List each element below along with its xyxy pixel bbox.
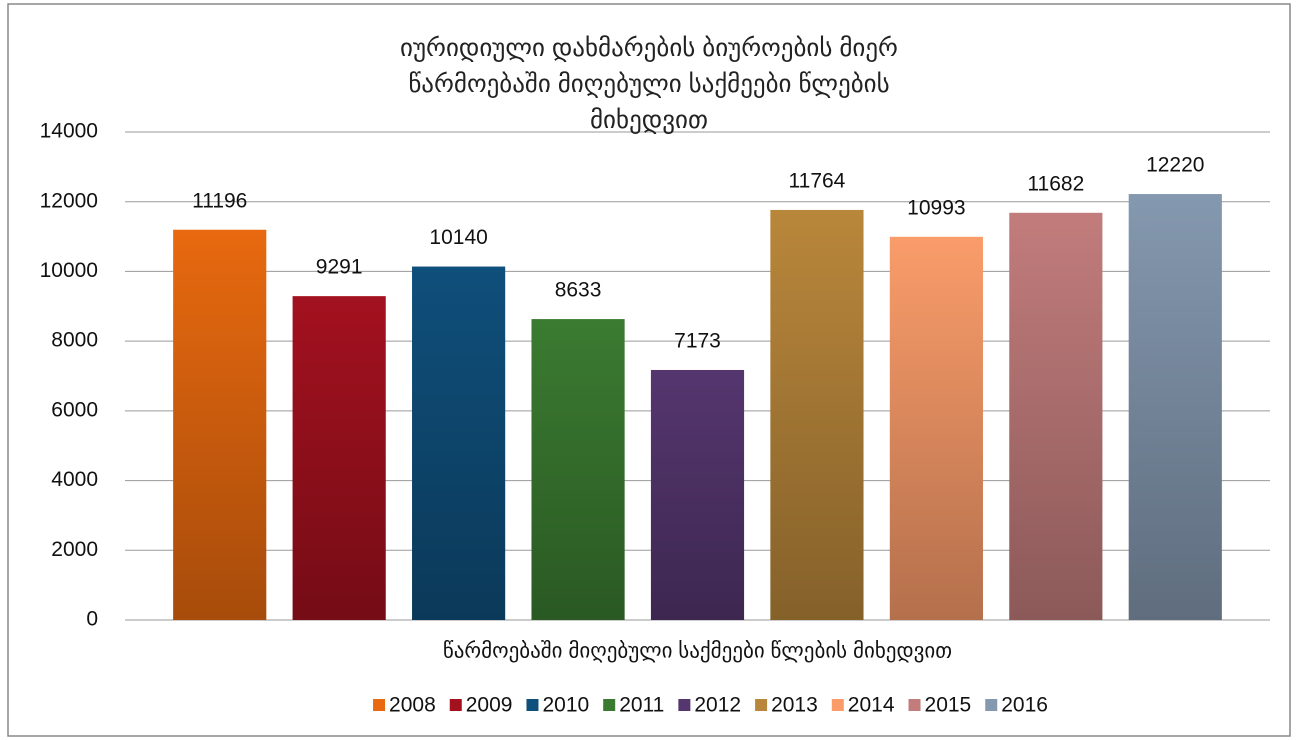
legend-swatch (526, 699, 539, 711)
legend-label: 2008 (389, 694, 436, 717)
legend-swatch (985, 699, 998, 711)
data-label: 8633 (555, 279, 602, 302)
data-label: 7173 (674, 330, 721, 353)
bar (531, 319, 625, 620)
legend-swatch (449, 699, 462, 711)
legend-label: 2012 (694, 694, 741, 717)
y-tick-label: 4000 (51, 468, 98, 491)
legend-label: 2016 (1001, 694, 1048, 717)
data-label: 11196 (192, 189, 247, 212)
legend-label: 2014 (848, 694, 895, 717)
y-tick-label: 6000 (51, 398, 98, 421)
legend-swatch (908, 699, 921, 711)
chart-border (7, 3, 1291, 737)
y-tick-label: 12000 (40, 189, 98, 212)
bar (650, 369, 745, 620)
data-label: 11682 (1027, 172, 1084, 195)
y-tick-label: 8000 (51, 329, 98, 352)
legend-label: 2013 (771, 694, 818, 717)
bar (292, 296, 386, 620)
legend-swatch (678, 699, 691, 711)
legend-label: 2010 (542, 694, 589, 717)
legend-swatch (755, 699, 768, 711)
data-label: 11764 (789, 169, 846, 192)
data-label: 9291 (316, 256, 363, 279)
bar (770, 209, 864, 621)
bar (1009, 212, 1103, 620)
chart-title: იურიდიული დახმარების ბიუროების მიერ წარმ… (400, 34, 898, 134)
y-tick-label: 14000 (40, 120, 98, 143)
legend-label: 2015 (925, 694, 972, 717)
bar (1128, 194, 1222, 620)
y-tick-label: 10000 (40, 259, 98, 282)
legend-label: 2009 (466, 694, 513, 717)
legend-swatch (603, 699, 616, 711)
data-label: 12220 (1146, 154, 1204, 177)
data-label: 10993 (907, 196, 965, 219)
legend-label: 2011 (619, 694, 664, 717)
x-tick-label: წარმოებაში მიღებული საქმეები წლების მიხე… (443, 639, 952, 663)
data-label: 10140 (429, 226, 487, 249)
bar (889, 236, 983, 620)
legend-swatch (831, 699, 844, 711)
bar (412, 266, 506, 620)
bar (173, 229, 267, 620)
y-tick-label: 2000 (51, 538, 98, 561)
legend-swatch (373, 699, 386, 711)
y-tick-label: 0 (86, 608, 98, 631)
